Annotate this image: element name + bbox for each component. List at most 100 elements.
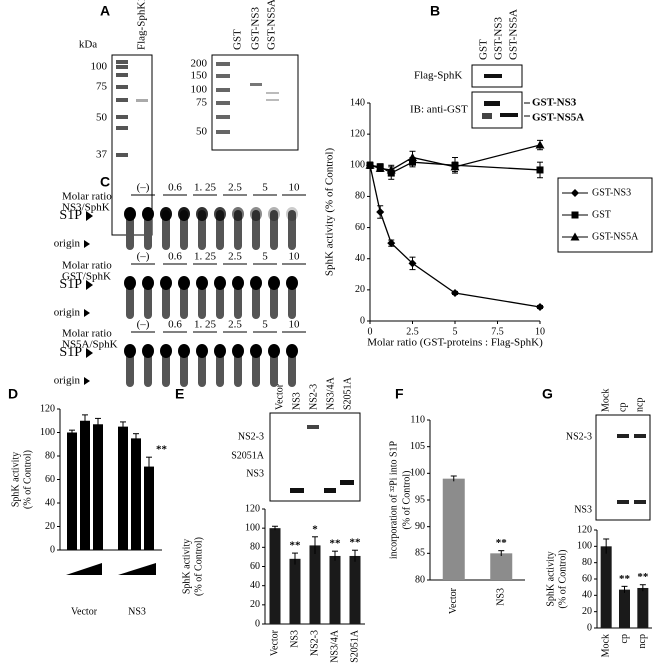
ladder-band (116, 85, 128, 89)
y-tick-label: 20 (45, 521, 55, 532)
x-tick-label: NS2-3 (309, 630, 320, 656)
tlc-spot (232, 207, 244, 221)
ladder-band (216, 101, 230, 105)
unit-label: kDa (79, 39, 97, 51)
marker-label: 100 (191, 84, 208, 96)
marker-label: 50 (196, 126, 208, 138)
ladder-band (116, 65, 128, 69)
marker-label: 200 (191, 58, 208, 70)
x-tick-label: 5 (453, 326, 458, 337)
ladder-band (216, 130, 230, 134)
y-axis-label: (% of Control) (401, 471, 412, 530)
block-title: NS5A/SphK (62, 339, 118, 351)
marker (386, 165, 396, 174)
panel-letter: B (430, 3, 440, 19)
significance-mark: ** (496, 537, 508, 549)
marker-label: 100 (91, 61, 108, 73)
x-tick-label: 7.5 (491, 326, 504, 337)
bar (490, 553, 513, 580)
y-tick-label: 100 (410, 468, 425, 479)
blot-band (617, 500, 629, 504)
ratio-label: 1. 25 (194, 182, 217, 194)
bar (269, 528, 281, 624)
ladder-band (116, 60, 128, 64)
blot (471, 91, 523, 129)
ratio-label: 0.6 (168, 182, 182, 194)
y-tick-label: 140 (350, 97, 365, 108)
y-axis-label: (% of Control) (193, 537, 204, 596)
ladder-band (116, 126, 128, 130)
lane-label: GST (478, 39, 490, 60)
marker (375, 163, 385, 172)
y-tick-label: 60 (45, 474, 55, 485)
bar (637, 587, 649, 628)
tlc-spot (214, 276, 226, 290)
bar (349, 555, 361, 624)
bar (144, 466, 154, 550)
bar (329, 555, 341, 624)
tlc-lane (252, 210, 260, 250)
tlc-spot (214, 207, 226, 221)
lane-label: Vector (274, 383, 285, 410)
y-tick-label: 60 (250, 561, 260, 572)
lane-label: ncp (634, 398, 645, 412)
lane-label: S2051A (342, 376, 353, 410)
y-tick-label: 100 (245, 522, 260, 533)
y-tick-label: 40 (355, 253, 365, 264)
arrow (86, 280, 93, 290)
y-tick-label: 40 (582, 590, 592, 601)
ratio-label: 5 (262, 251, 268, 263)
spot-label: S1P (59, 345, 82, 360)
blot-band (340, 480, 354, 485)
marker (536, 166, 544, 174)
tlc-spot (178, 207, 190, 221)
marker-label: 75 (196, 97, 208, 109)
arrow (86, 211, 93, 221)
band-label: NS3 (246, 468, 264, 479)
tlc-spot (124, 276, 136, 290)
blot-band (307, 425, 319, 429)
y-tick-label: 0 (360, 315, 365, 326)
marker-label: 150 (191, 70, 208, 82)
tlc-spot (214, 344, 226, 358)
x-tick-label: Mock (600, 634, 611, 657)
lane-label: GST-NS3 (493, 17, 505, 60)
bar (289, 558, 301, 624)
significance-mark: ** (637, 571, 649, 583)
spot-label: origin (54, 307, 81, 319)
legend-marker (571, 189, 579, 197)
panel-letter: D (8, 386, 18, 402)
tlc-spot (160, 207, 172, 221)
blot-band (500, 113, 518, 117)
lane-label: NS3 (291, 392, 302, 410)
blot (269, 412, 361, 502)
arrow (84, 309, 90, 317)
lane-label: NS2-3 (308, 384, 319, 410)
spot-label: S1P (59, 208, 82, 223)
y-axis-label: SphK activity (10, 452, 21, 507)
ratio-label: 5 (262, 319, 268, 331)
marker (408, 153, 417, 161)
y-tick-label: 60 (355, 222, 365, 233)
x-axis-label: Molar ratio (GST-proteins : Flag-SphK) (367, 337, 543, 349)
marker (365, 160, 375, 169)
y-tick-label: 80 (250, 542, 260, 553)
y-axis-label: SphK activity (181, 539, 192, 594)
x-tick-label: NS3 (496, 588, 507, 606)
lane-label: GST-NS3 (250, 7, 262, 50)
bar (67, 432, 77, 550)
legend-marker (571, 211, 579, 219)
significance-mark: ** (156, 444, 168, 456)
tlc-spot (196, 207, 208, 221)
row-label: Flag-SphK (414, 70, 462, 82)
spot-label: origin (54, 375, 81, 387)
bar (619, 589, 630, 628)
tlc-spot (268, 276, 280, 290)
bar (131, 438, 141, 550)
marker (450, 162, 460, 171)
ratio-label: (–) (137, 182, 150, 194)
ratio-label: (–) (137, 319, 150, 331)
tlc-spot (178, 344, 190, 358)
x-tick-label: 0 (368, 326, 373, 337)
significance-mark: ** (330, 538, 342, 550)
